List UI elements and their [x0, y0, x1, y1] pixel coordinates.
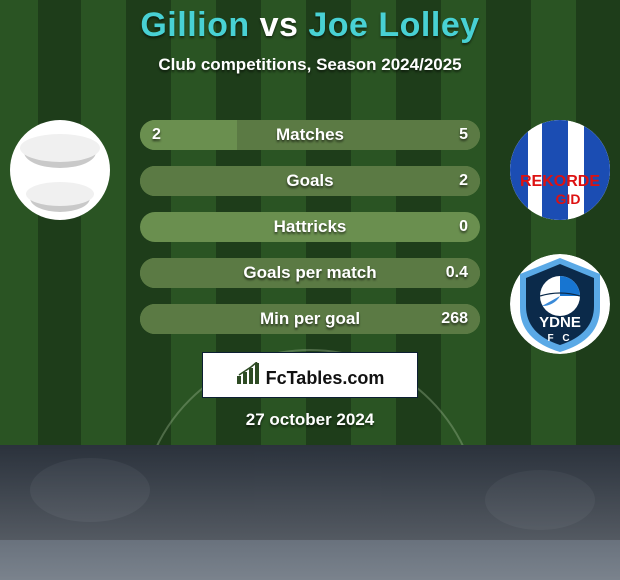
title-vs: vs — [250, 6, 309, 44]
left-player-avatar — [10, 120, 110, 220]
bar-row: Hattricks0 — [140, 212, 480, 242]
bar-value-left: 2 — [152, 120, 161, 150]
fctables-logo[interactable]: FcTables.com — [202, 352, 418, 398]
bar-label: Matches — [140, 120, 480, 150]
bar-row: Min per goal268 — [140, 304, 480, 334]
chart-icon — [236, 362, 262, 384]
bar-value-right: 2 — [459, 166, 468, 196]
svg-text:F C: F C — [547, 333, 572, 344]
bar-value-right: 0 — [459, 212, 468, 242]
bar-label: Goals per match — [140, 258, 480, 288]
bar-label: Goals — [140, 166, 480, 196]
title-right: Joe Lolley — [308, 6, 479, 44]
right-player-avatar: REKORDE GID — [510, 120, 610, 220]
page-title: Gillion vs Joe Lolley — [0, 0, 620, 45]
svg-text:REKORDE: REKORDE — [520, 173, 600, 190]
right-club-badge: YDNE F C — [510, 254, 610, 354]
comparison-bars: Matches25Goals2Hattricks0Goals per match… — [140, 120, 480, 350]
subtitle: Club competitions, Season 2024/2025 — [0, 55, 620, 75]
date-label: 27 october 2024 — [0, 410, 620, 430]
bar-label: Hattricks — [140, 212, 480, 242]
bar-value-right: 0.4 — [446, 258, 468, 288]
bar-row: Matches2 5 — [140, 120, 480, 150]
bar-row: Goals per match0.4 — [140, 258, 480, 288]
bar-row: Goals2 — [140, 166, 480, 196]
logo-text: FcTables.com — [266, 368, 385, 389]
svg-text:YDNE: YDNE — [539, 314, 581, 331]
bar-label: Min per goal — [140, 304, 480, 334]
bar-value-right: 5 — [459, 120, 468, 150]
svg-text:GID: GID — [556, 191, 581, 207]
title-left: Gillion — [140, 6, 249, 44]
bar-value-right: 268 — [441, 304, 468, 334]
